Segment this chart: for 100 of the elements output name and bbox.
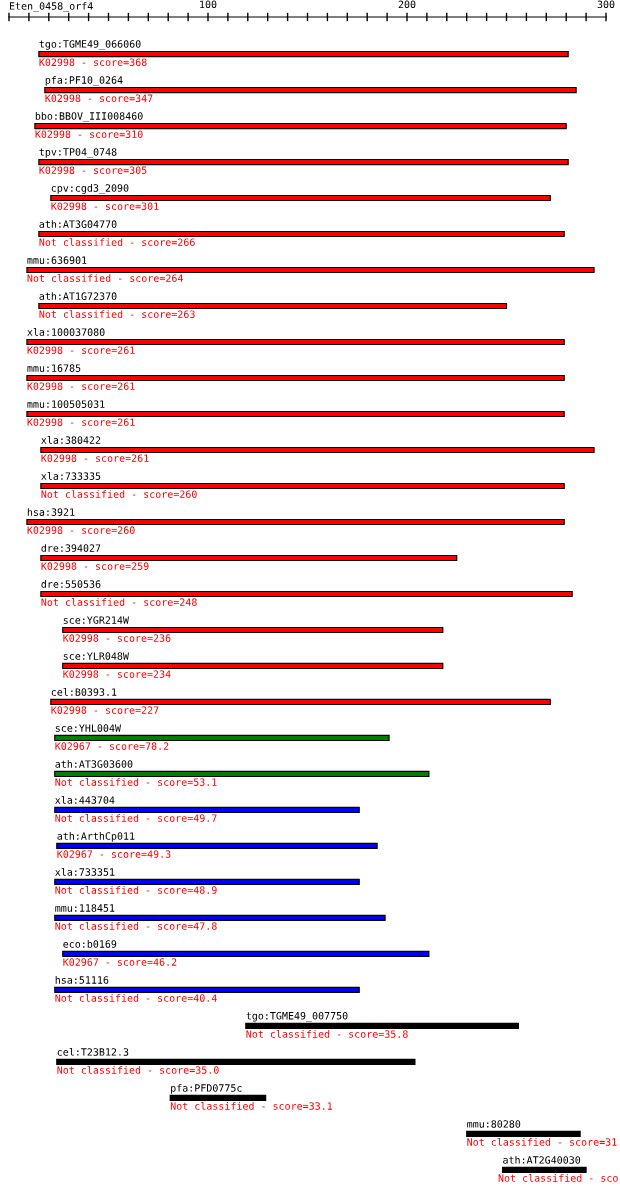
annotation: Not classified - score=266 [39, 238, 195, 246]
bar [54, 806, 360, 813]
y-tick-label: ath:AT3G04770 [39, 220, 117, 228]
bar [54, 914, 386, 921]
y-tick-label: mmu:80280 [467, 1120, 521, 1128]
y-tick-label: xla:733335 [41, 472, 101, 480]
annotation: K02998 - score=236 [63, 634, 171, 642]
y-tick-label: eco:b0169 [63, 940, 117, 948]
bar [38, 230, 565, 238]
y-tick-label: ath:AT1G72370 [39, 292, 117, 300]
annotation: K02967 - score=46.2 [63, 958, 177, 966]
annotation: Not classified - sco [498, 1174, 618, 1182]
bar [466, 1130, 581, 1137]
bar [38, 302, 508, 310]
y-tick-label: tgo:TGME49_066060 [39, 40, 141, 50]
y-tick-label: xla:380422 [41, 436, 101, 444]
annotation: K02998 - score=260 [27, 526, 135, 534]
y-tick-label: hsa:51116 [55, 976, 109, 984]
annotation: Not classified - score=53.1 [55, 778, 217, 786]
annotation: K02998 - score=261 [27, 382, 135, 390]
bar [26, 518, 565, 526]
y-tick-label: tpv:TP04_0748 [39, 148, 117, 158]
annotation: Not classified - score=31 [467, 1138, 617, 1146]
bar [38, 158, 569, 166]
bar [26, 374, 565, 382]
bar [40, 482, 565, 490]
y-tick-label: ath:AT2G40030 [503, 1156, 581, 1164]
y-tick-label: ath:AT3G03600 [55, 760, 133, 768]
annotation: Not classified - score=47.8 [55, 922, 217, 930]
annotation: K02998 - score=347 [45, 94, 153, 103]
bar [26, 266, 595, 274]
y-tick-label: mmu:16785 [27, 364, 81, 372]
y-tick-label: dre:394027 [41, 544, 101, 552]
bar [44, 86, 577, 94]
x-tick-label: 100 [200, 0, 217, 9]
annotation: Not classified - score=49.7 [55, 814, 217, 822]
bar [26, 410, 565, 418]
annotation: K02998 - score=301 [51, 202, 159, 210]
bar [501, 1166, 587, 1173]
annotation: K02998 - score=261 [27, 418, 135, 426]
annotation: K02998 - score=261 [41, 454, 149, 462]
annotation: K02998 - score=368 [39, 58, 147, 67]
annotation: Not classified - score=40.4 [55, 994, 217, 1002]
bar [54, 770, 430, 777]
x-tick-label: 200 [398, 0, 416, 9]
bar [34, 122, 567, 130]
bar [54, 734, 390, 742]
annotation: Not classified - score=263 [39, 310, 195, 318]
annotation: Not classified - score=35.0 [57, 1066, 219, 1074]
y-tick-label: ath:ArthCp011 [57, 832, 135, 842]
y-tick-label: tgo:TGME49_007750 [246, 1011, 348, 1022]
bar [62, 662, 444, 670]
y-tick-label: sce:YLR048W [63, 652, 129, 660]
y-tick-label: cel:B0393.1 [51, 688, 117, 696]
bar [245, 1022, 519, 1029]
bar [50, 698, 551, 706]
y-tick-label: sce:YGR214W [63, 616, 129, 624]
bar [56, 842, 378, 849]
bar [54, 878, 360, 885]
bar [40, 554, 458, 562]
annotation: Not classified - score=48.9 [55, 886, 217, 894]
bar [56, 1058, 416, 1065]
y-tick-label: cel:T23B12.3 [57, 1047, 129, 1056]
y-tick-label: dre:550536 [41, 580, 101, 588]
annotation: Not classified - score=264 [27, 274, 183, 282]
y-tick-label: xla:733351 [55, 868, 115, 876]
bar [40, 446, 595, 454]
bar [169, 1094, 267, 1101]
y-tick-label: pfa:PF10_0264 [45, 76, 123, 87]
y-tick-label: xla:100037080 [27, 328, 105, 336]
x-tick-label: 300 [597, 0, 615, 9]
annotation: Not classified - score=260 [41, 490, 197, 498]
bar [62, 626, 444, 634]
bar [50, 194, 551, 202]
annotation: K02967 - score=49.3 [57, 850, 171, 858]
bar [40, 590, 573, 598]
bar [54, 986, 360, 993]
y-tick-label: mmu:100505031 [27, 400, 105, 408]
y-tick-label: cpv:cgd3_2090 [51, 184, 129, 194]
annotation: Not classified - score=248 [41, 598, 197, 606]
annotation: Not classified - score=35.8 [246, 1030, 408, 1038]
bar [38, 50, 569, 58]
bar [62, 950, 430, 957]
annotation: K02998 - score=259 [41, 562, 149, 570]
annotation: K02998 - score=227 [51, 706, 159, 714]
annotation: K02998 - score=305 [39, 166, 147, 175]
y-tick-label: sce:YHL004W [55, 724, 121, 732]
annotation: K02998 - score=234 [63, 670, 171, 678]
y-tick-label: pfa:PFD0775c [171, 1084, 242, 1094]
y-tick-label: mmu:636901 [27, 256, 87, 264]
y-tick-label: hsa:3921 [27, 508, 75, 516]
y-tick-label: bbo:BBOV_III008460 [35, 112, 143, 123]
annotation: K02967 - score=78.2 [55, 742, 169, 750]
annotation: K02998 - score=310 [35, 130, 143, 139]
chart-title: Eten_0458_orf4 [9, 2, 93, 12]
y-tick-label: xla:443704 [55, 796, 115, 804]
bar [26, 338, 565, 346]
y-tick-label: mmu:118451 [55, 904, 115, 912]
annotation: K02998 - score=261 [27, 346, 135, 354]
annotation: Not classified - score=33.1 [170, 1102, 333, 1110]
